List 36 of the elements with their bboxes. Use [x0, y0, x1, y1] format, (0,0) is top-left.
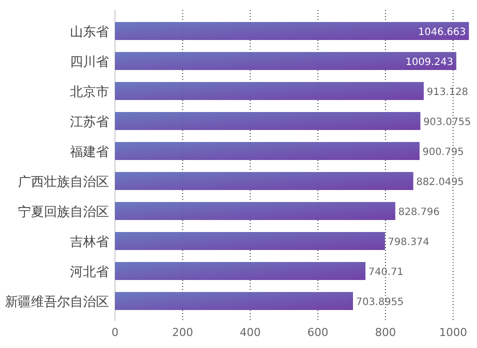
bar: [115, 82, 424, 100]
y-tick-label: 北京市: [70, 85, 109, 100]
y-tick-label: 四川省: [70, 55, 109, 70]
y-tick-label: 新疆维吾尔自治区: [5, 295, 109, 310]
bar: [115, 142, 420, 160]
data-label: 900.795: [422, 147, 464, 158]
y-tick-label: 江苏省: [70, 115, 109, 130]
data-label: 913.128: [426, 87, 468, 98]
bar: [115, 292, 353, 310]
bar: [115, 112, 420, 130]
bar: [115, 22, 469, 40]
y-tick-label: 宁夏回族自治区: [18, 204, 109, 220]
data-label: 740.71: [368, 267, 404, 278]
data-label: 882.0495: [416, 177, 464, 188]
y-tick-label: 河北省: [70, 265, 109, 280]
x-tick-label: 1000: [439, 326, 468, 339]
bar: [115, 262, 366, 280]
x-tick-label: 200: [172, 326, 194, 339]
x-tick-label: 400: [240, 326, 261, 339]
x-tick-label: 600: [307, 326, 328, 339]
data-label: 1046.663: [418, 27, 466, 38]
bar: [115, 232, 385, 250]
data-label: 703.8955: [356, 297, 404, 308]
data-label: 903.0755: [423, 117, 472, 128]
data-label: 828.796: [398, 207, 440, 218]
bar: [115, 202, 396, 220]
y-tick-label: 福建省: [70, 145, 109, 160]
data-label: 798.374: [388, 237, 430, 248]
y-tick-label: 吉林省: [70, 235, 109, 250]
y-tick-label: 山东省: [70, 25, 109, 40]
y-tick-label: 广西壮族自治区: [18, 175, 109, 190]
x-tick-label: 0: [112, 326, 118, 339]
bar: [115, 52, 456, 70]
x-tick-label: 800: [374, 326, 396, 339]
data-label: 1009.243: [406, 57, 454, 68]
bar: [115, 172, 414, 190]
